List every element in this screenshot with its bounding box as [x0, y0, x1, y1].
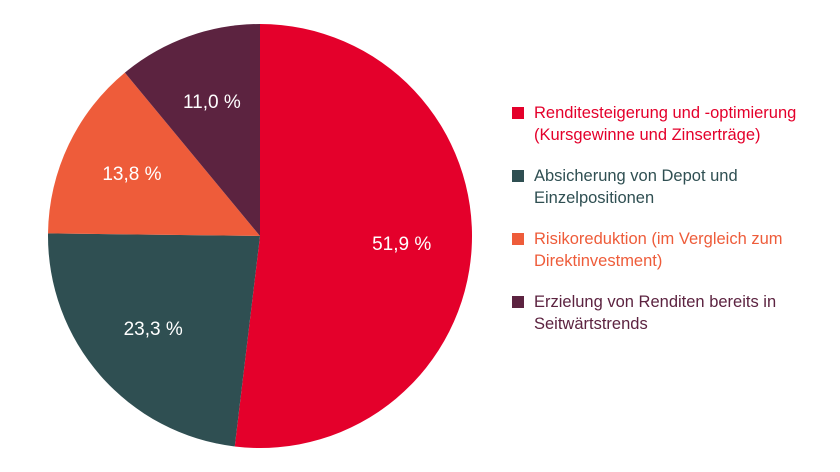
legend-swatch: [512, 170, 524, 182]
slice-value-label: 11,0 %: [183, 92, 241, 113]
legend-item-absicherung: Absicherung von Depot und Einzelposition…: [512, 165, 832, 209]
slice-renditesteigerung: [234, 23, 473, 448]
legend-label: Renditesteigerung und -optimierung (Kurs…: [534, 104, 797, 144]
legend-label: Erzielung von Renditen bereits in Seitwä…: [534, 293, 777, 333]
slice-value-label: 13,8 %: [102, 164, 161, 185]
pie-chart: 51,9 % 23,3 % 13,8 % 11,0 %: [48, 23, 473, 448]
legend-label: Risikoreduktion (im Vergleich zum Direkt…: [534, 230, 783, 270]
slice-erzielung: [124, 24, 261, 236]
legend-swatch: [512, 233, 524, 245]
legend: Renditesteigerung und -optimierung (Kurs…: [512, 102, 832, 354]
legend-item-renditesteigerung: Renditesteigerung und -optimierung (Kurs…: [512, 102, 832, 146]
slice-risikoreduktion: [48, 72, 260, 237]
slice-value-label: 23,3 %: [124, 319, 183, 340]
legend-swatch: [512, 296, 524, 308]
slice-value-label: 51,9 %: [372, 234, 431, 255]
legend-swatch: [512, 107, 524, 119]
legend-item-risikoreduktion: Risikoreduktion (im Vergleich zum Direkt…: [512, 228, 832, 272]
legend-item-erzielung: Erzielung von Renditen bereits in Seitwä…: [512, 291, 832, 335]
legend-label: Absicherung von Depot und Einzelposition…: [534, 167, 738, 207]
slice-absicherung: [48, 233, 261, 447]
